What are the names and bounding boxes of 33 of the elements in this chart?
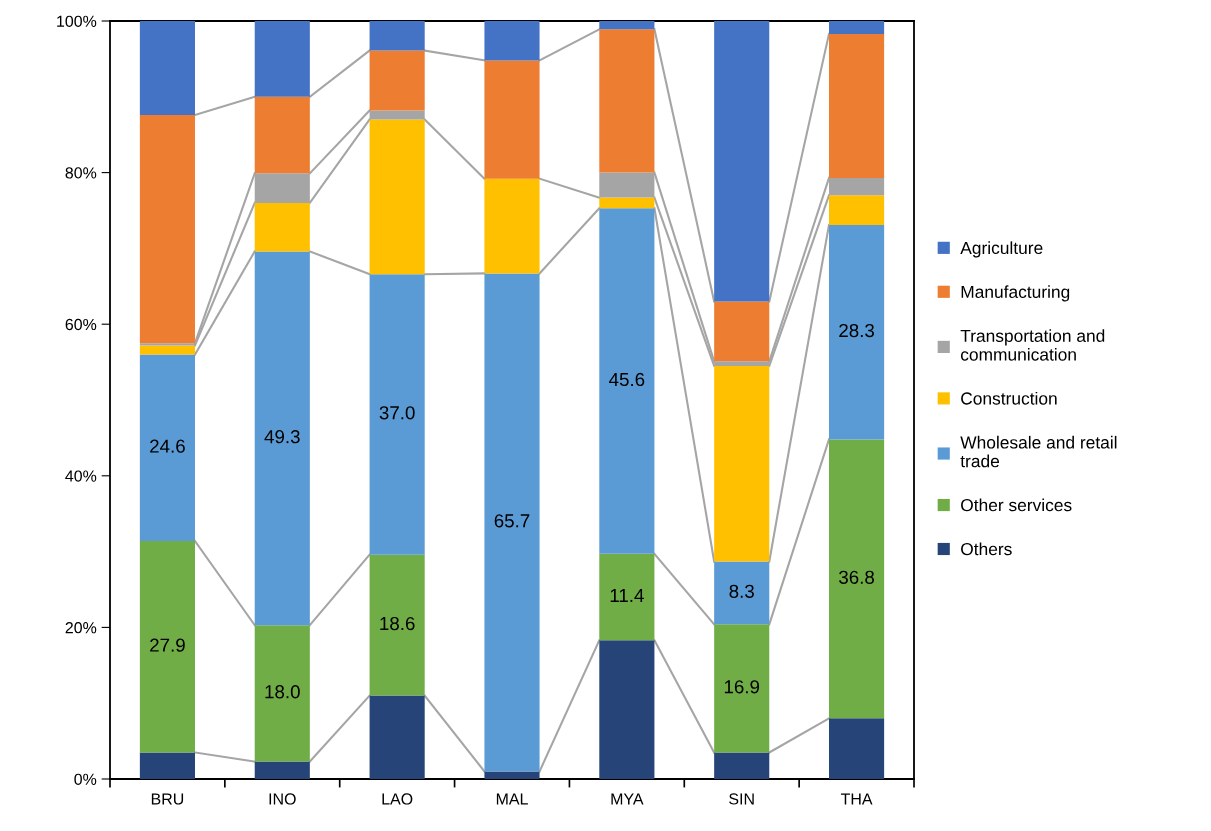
data-label: 65.7: [494, 514, 530, 528]
data-label: 11.4: [610, 589, 644, 602]
x-tick-label: BRU: [151, 793, 184, 805]
x-tick-label: LAO: [382, 793, 413, 805]
x-tick-label: THA: [840, 793, 873, 805]
y-tick-label: 40%: [65, 470, 97, 482]
x-tick-label: MAL: [496, 793, 528, 805]
data-label: 27.9: [150, 638, 185, 652]
data-label: 45.6: [609, 372, 645, 387]
legend-label: Construction: [961, 391, 1057, 405]
data-label: 49.3: [264, 430, 300, 444]
data-label: 8.3: [729, 584, 754, 598]
legend-label: Manufacturing: [961, 285, 1070, 302]
x-tick-label: SIN: [729, 793, 754, 805]
y-tick-label: 60%: [65, 318, 97, 331]
data-label: 28.3: [839, 323, 874, 338]
y-tick-label: 100%: [57, 15, 97, 27]
data-label: 18.6: [380, 616, 415, 631]
legend-label: Other services: [961, 498, 1072, 512]
legend-label: Transportation and communication: [960, 329, 1105, 361]
data-label: 16.9: [724, 680, 760, 694]
y-tick-label: 20%: [65, 622, 97, 634]
y-tick-label: 80%: [65, 167, 97, 179]
data-label: 37.0: [379, 406, 415, 420]
legend-label: Agriculture: [960, 241, 1043, 258]
x-tick-label: INO: [269, 793, 296, 805]
legend-label: Others: [961, 542, 1012, 556]
data-label: 24.6: [150, 439, 185, 453]
legend-label: Wholesale and retail trade: [960, 435, 1117, 468]
y-tick-label: 0%: [74, 773, 97, 785]
data-label: 18.0: [265, 685, 300, 699]
data-label: 36.8: [839, 570, 874, 584]
x-tick-label: MYA: [611, 793, 644, 805]
